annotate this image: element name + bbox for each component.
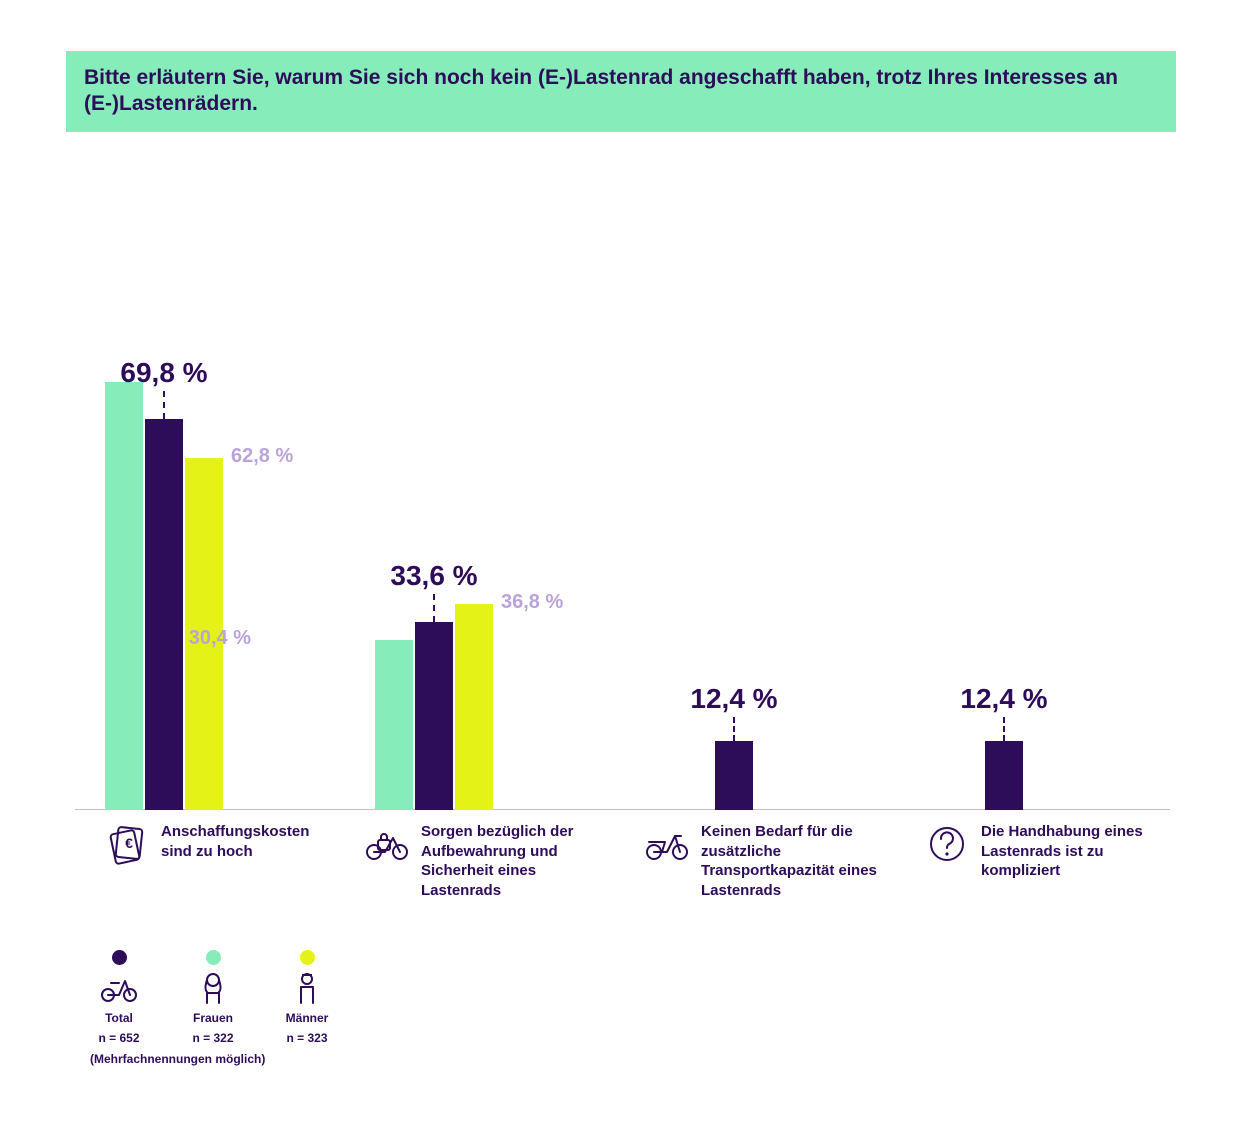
connector — [733, 717, 735, 741]
bar-chart: 69,8 %76,4 %62,8 %33,6 %30,4 %36,8 %12,4… — [75, 250, 1170, 810]
pct-total: 12,4 % — [954, 683, 1054, 715]
legend-n: n = 323 — [286, 1031, 327, 1045]
category-label: Sorgen bezüglich der Aufbewahrung und Si… — [421, 822, 615, 900]
euro-icon: € — [105, 822, 149, 866]
legend-icon — [99, 971, 139, 1005]
pct-total: 12,4 % — [684, 683, 784, 715]
legend-label: Total — [105, 1011, 133, 1025]
connector — [433, 594, 435, 622]
category-label: Keinen Bedarf für die zusätzliche Transp… — [701, 822, 895, 900]
bike-icon — [99, 973, 139, 1003]
man-icon — [292, 971, 322, 1005]
category-label: Anschaffungskosten sind zu hoch — [161, 822, 335, 861]
legend: Total n = 652 Frauen n = 322 Männer n = 323 (… — [90, 950, 336, 1066]
category-icon: € — [105, 822, 149, 866]
question-header: Bitte erläutern Sie, warum Sie sich noch… — [66, 51, 1176, 132]
bar-women — [105, 382, 143, 810]
connector — [1003, 717, 1005, 741]
svg-text:€: € — [125, 835, 133, 851]
question-text: Bitte erläutern Sie, warum Sie sich noch… — [84, 66, 1118, 115]
pct-men: 62,8 % — [231, 445, 293, 468]
legend-item-women: Frauen n = 322 — [184, 950, 242, 1046]
pct-total: 33,6 % — [384, 560, 484, 592]
category-label: Die Handhabung eines Lastenrads ist zu k… — [981, 822, 1155, 881]
category-no-need: Keinen Bedarf für die zusätzliche Transp… — [645, 822, 895, 900]
category-cost: € Anschaffungskosten sind zu hoch — [105, 822, 335, 866]
legend-n: n = 652 — [98, 1031, 139, 1045]
bar-total — [985, 741, 1023, 810]
category-storage: Sorgen bezüglich der Aufbewahrung und Si… — [365, 822, 615, 900]
legend-label: Frauen — [193, 1011, 233, 1025]
legend-note: (Mehrfachnennungen möglich) — [90, 1052, 336, 1066]
category-icon — [925, 822, 969, 866]
legend-label: Männer — [286, 1011, 329, 1025]
legend-item-men: Männer n = 323 — [278, 950, 336, 1046]
bar-women — [375, 640, 413, 810]
bar-total — [415, 622, 453, 810]
woman-icon — [198, 971, 228, 1005]
legend-icon — [287, 971, 327, 1005]
pct-men: 36,8 % — [501, 591, 563, 614]
legend-dot — [112, 950, 127, 965]
category-icon — [645, 822, 689, 866]
question-icon — [927, 824, 967, 864]
bar-men — [455, 604, 493, 810]
legend-dot — [206, 950, 221, 965]
cargo-bike-icon — [645, 826, 689, 862]
pct-women: 30,4 % — [189, 627, 251, 650]
connector — [163, 391, 165, 419]
legend-item-total: Total n = 652 — [90, 950, 148, 1046]
cargo-bike-lock-icon — [365, 826, 409, 862]
pct-total: 69,8 % — [114, 357, 214, 389]
category-icon — [365, 822, 409, 866]
bar-total — [145, 419, 183, 810]
legend-dot — [300, 950, 315, 965]
legend-items: Total n = 652 Frauen n = 322 Männer n = 323 — [90, 950, 336, 1046]
category-complicated: Die Handhabung eines Lastenrads ist zu k… — [925, 822, 1155, 881]
bar-total — [715, 741, 753, 810]
legend-n: n = 322 — [192, 1031, 233, 1045]
legend-icon — [193, 971, 233, 1005]
